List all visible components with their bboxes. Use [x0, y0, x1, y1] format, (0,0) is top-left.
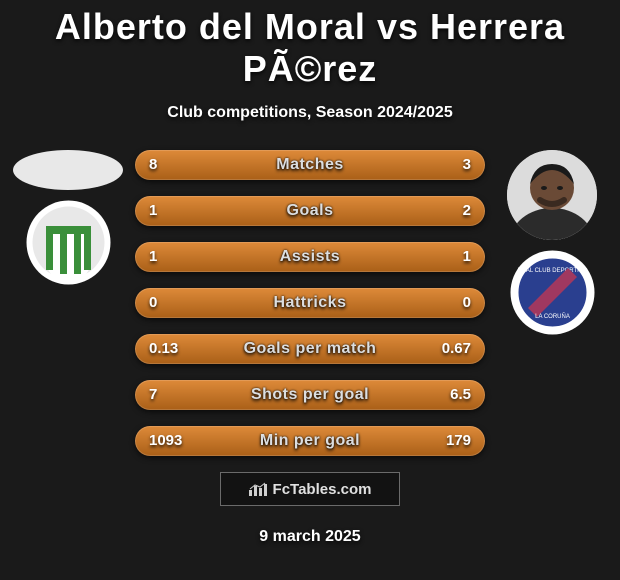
stat-right-value: 1	[463, 242, 471, 272]
stat-row: 7 Shots per goal 6.5	[135, 380, 485, 410]
stat-left-value: 7	[149, 380, 157, 410]
brand-watermark: FcTables.com	[220, 472, 400, 506]
stat-row: 1 Goals 2	[135, 196, 485, 226]
comparison-body: REAL CLUB DEPORTIVO LA CORUÑA 8 Matches 3 1…	[0, 150, 620, 546]
stat-right-value: 6.5	[450, 380, 471, 410]
brand-text: FcTables.com	[273, 481, 372, 498]
stat-label: Hattricks	[274, 294, 347, 312]
left-player-column	[8, 150, 128, 285]
right-player-avatar	[507, 150, 597, 240]
left-player-avatar	[13, 150, 123, 190]
stat-right-value: 0	[463, 288, 471, 318]
stat-label: Goals	[287, 202, 334, 220]
stat-right-value: 179	[446, 426, 471, 456]
stat-right-value: 0.67	[442, 334, 471, 364]
comparison-title: Alberto del Moral vs Herrera PÃ©rez	[0, 0, 620, 90]
stat-row: 1 Assists 1	[135, 242, 485, 272]
stat-right-value: 2	[463, 196, 471, 226]
stat-label: Goals per match	[244, 340, 377, 358]
stats-table: 8 Matches 3 1 Goals 2 1 Assists 1 0 Hattricks 0 0.13…	[135, 150, 485, 456]
stat-left-value: 0.13	[149, 334, 178, 364]
stat-row: 0.13 Goals per match 0.67	[135, 334, 485, 364]
stat-row: 1093 Min per goal 179	[135, 426, 485, 456]
left-club-badge	[26, 200, 111, 285]
stat-left-value: 1	[149, 242, 157, 272]
stat-left-value: 1093	[149, 426, 182, 456]
comparison-date: 9 march 2025	[0, 528, 620, 546]
stat-row: 8 Matches 3	[135, 150, 485, 180]
stat-right-value: 3	[463, 150, 471, 180]
stat-label: Assists	[280, 248, 340, 266]
stat-left-value: 1	[149, 196, 157, 226]
chart-icon	[249, 482, 267, 496]
stat-label: Shots per goal	[251, 386, 369, 404]
stat-left-value: 0	[149, 288, 157, 318]
stat-row: 0 Hattricks 0	[135, 288, 485, 318]
stat-left-value: 8	[149, 150, 157, 180]
stat-label: Min per goal	[260, 432, 360, 450]
right-club-badge: REAL CLUB DEPORTIVO LA CORUÑA	[510, 250, 595, 335]
comparison-subtitle: Club competitions, Season 2024/2025	[0, 104, 620, 122]
stat-label: Matches	[276, 156, 344, 174]
right-player-column: REAL CLUB DEPORTIVO LA CORUÑA	[492, 150, 612, 335]
svg-text:LA CORUÑA: LA CORUÑA	[535, 313, 570, 320]
